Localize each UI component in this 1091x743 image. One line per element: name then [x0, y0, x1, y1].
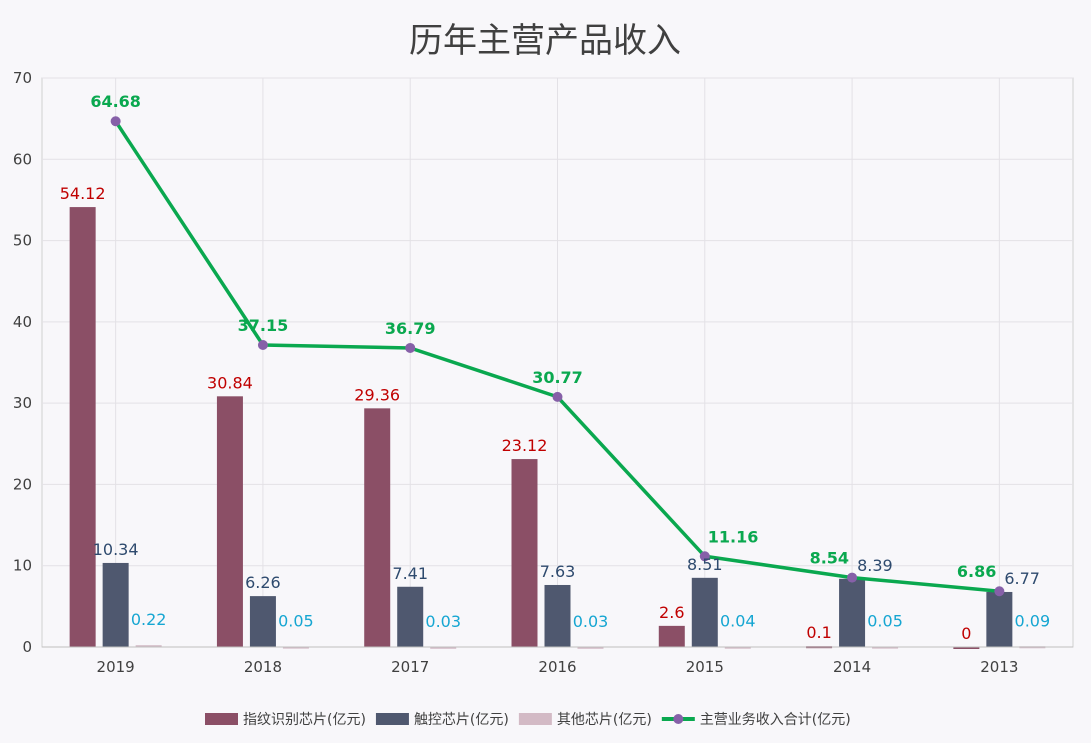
bar-value-label: 10.34 — [93, 540, 139, 559]
bar-value-label: 0.03 — [425, 612, 461, 631]
x-tick-label: 2014 — [833, 658, 871, 676]
bar-1 — [364, 408, 391, 647]
line-point — [110, 116, 121, 127]
legend: 指纹识别芯片(亿元) 触控芯片(亿元) 其他芯片(亿元) 主营业务收入合计(亿元) — [205, 712, 851, 728]
bar-value-label: 7.41 — [392, 564, 428, 583]
bar-value-label: 6.26 — [245, 573, 281, 592]
bar-2 — [544, 584, 571, 647]
bar-value-label: 0.04 — [720, 612, 756, 631]
line-point — [405, 342, 416, 353]
bar-value-label: 0.22 — [131, 610, 167, 629]
line-point — [257, 340, 268, 351]
line-point — [552, 391, 563, 402]
line-value-label: 8.54 — [810, 549, 849, 568]
line-value-label: 64.68 — [90, 92, 141, 111]
line-value-label: 37.15 — [238, 316, 289, 335]
bar-3 — [282, 646, 309, 649]
bar-value-label: 29.36 — [354, 385, 400, 404]
bar-value-label: 8.39 — [857, 556, 893, 575]
x-tick-label: 2019 — [97, 658, 135, 676]
y-tick-label: 70 — [13, 69, 32, 87]
x-tick-label: 2016 — [538, 658, 576, 676]
bar-1 — [69, 207, 96, 647]
x-tick-label: 2017 — [391, 658, 429, 676]
y-tick-label: 20 — [13, 475, 32, 493]
bar-3 — [135, 645, 162, 648]
x-tick-label: 2018 — [244, 658, 282, 676]
bar-1 — [216, 396, 243, 647]
line-value-label: 6.86 — [957, 562, 996, 581]
bar-value-label: 0.09 — [1015, 611, 1051, 630]
bar-value-label: 0.05 — [278, 612, 314, 631]
bar-value-label: 0.03 — [573, 612, 609, 631]
bar-2 — [249, 596, 276, 647]
legend-label: 其他芯片(亿元) — [557, 712, 652, 728]
y-tick-label: 10 — [13, 557, 32, 575]
legend-label: 指纹识别芯片(亿元) — [243, 712, 366, 728]
chart-title: 历年主营产品收入 — [409, 21, 681, 61]
grid — [41, 77, 1074, 648]
line-point — [994, 586, 1005, 597]
line-value-label: 30.77 — [532, 368, 583, 387]
bar-1 — [953, 647, 980, 649]
bar-1 — [658, 625, 685, 647]
bar-value-label: 8.51 — [687, 555, 723, 574]
legend-swatch — [375, 713, 409, 725]
bar-value-label: 6.77 — [1004, 569, 1040, 588]
legend-label: 触控芯片(亿元) — [414, 712, 509, 728]
line-value-label: 11.16 — [708, 527, 759, 546]
x-tick-label: 2015 — [686, 658, 724, 676]
legend-label: 主营业务收入合计(亿元) — [700, 712, 851, 728]
x-tick-label: 2013 — [980, 658, 1018, 676]
total-line — [110, 116, 1005, 597]
bar-3 — [430, 646, 457, 649]
line-value-label: 36.79 — [385, 319, 436, 338]
bar-value-label: 2.6 — [659, 603, 684, 622]
legend-swatch — [205, 713, 238, 725]
y-tick-label: 40 — [13, 313, 32, 331]
legend-marker — [673, 714, 684, 724]
bar-2 — [839, 578, 866, 647]
bar-1 — [511, 459, 538, 647]
bar-2 — [691, 577, 718, 647]
bar-2 — [397, 586, 424, 647]
y-tick-label: 60 — [13, 150, 32, 168]
bar-value-label: 0.1 — [806, 623, 831, 642]
y-tick-label: 30 — [13, 394, 32, 412]
bar-3 — [724, 646, 751, 649]
bar-value-label: 30.84 — [207, 373, 253, 392]
bar-value-label: 0.05 — [867, 612, 903, 631]
bars — [69, 207, 1046, 649]
bar-2 — [102, 562, 129, 647]
bar-3 — [577, 646, 604, 649]
line-point — [699, 551, 710, 562]
data-labels: 54.12 30.84 29.36 23.12 2.6 0.1 0 10.34 6.26 7.41… — [60, 92, 1050, 643]
bar-value-label: 23.12 — [502, 436, 548, 455]
axes: 0 10 20 30 40 50 60 70 2019 2018 2017 2016 2015 2014 2… — [13, 69, 1073, 676]
line-point — [847, 572, 858, 583]
bar-value-label: 7.63 — [540, 562, 576, 581]
bar-3 — [872, 646, 899, 649]
bar-value-label: 54.12 — [60, 184, 106, 203]
y-tick-label: 0 — [22, 638, 32, 656]
y-tick-label: 50 — [13, 232, 32, 250]
bar-2 — [986, 591, 1013, 647]
bar-value-label: 0 — [961, 624, 971, 643]
legend-swatch — [518, 713, 552, 725]
